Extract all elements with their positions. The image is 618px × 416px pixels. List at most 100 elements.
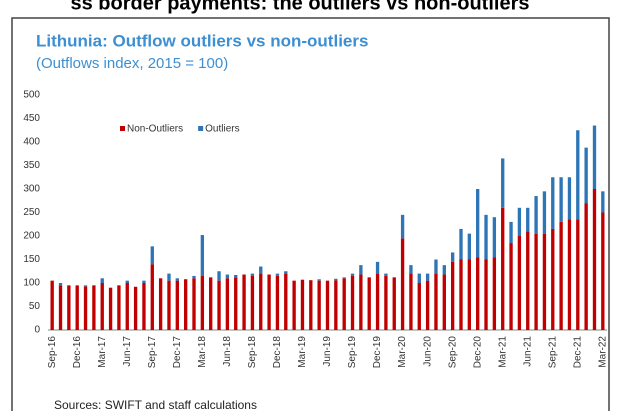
bar-segment bbox=[92, 285, 96, 330]
bar-segment bbox=[75, 285, 79, 330]
bar-segment bbox=[175, 280, 179, 330]
bar-segment bbox=[234, 277, 238, 330]
bar-segment bbox=[459, 228, 463, 260]
bar-segment bbox=[217, 271, 221, 281]
bar-segment bbox=[267, 274, 271, 330]
bar-segment bbox=[392, 277, 396, 330]
y-tick-label: 250 bbox=[23, 207, 40, 218]
y-tick-label: 100 bbox=[23, 278, 40, 289]
bar-segment bbox=[467, 233, 472, 260]
bar-segment bbox=[350, 273, 355, 276]
bar-segment bbox=[192, 275, 196, 279]
bar-segment bbox=[476, 189, 480, 258]
x-tick-label: Jun-20 bbox=[422, 336, 433, 367]
chart-frame bbox=[11, 17, 610, 416]
x-tick-label: Jun-21 bbox=[522, 336, 533, 367]
x-tick-label: Dec-20 bbox=[472, 336, 483, 369]
bar-segment bbox=[225, 278, 230, 330]
bar-segment bbox=[375, 273, 380, 330]
bar-segment bbox=[584, 147, 588, 204]
bar-segment bbox=[484, 214, 488, 260]
bar-segment bbox=[150, 246, 154, 265]
bar-segment bbox=[434, 259, 438, 274]
bar-segment bbox=[375, 261, 380, 274]
x-tick-label: Sep-21 bbox=[547, 336, 558, 369]
bar-segment bbox=[342, 277, 346, 279]
bar-segment bbox=[209, 277, 213, 330]
y-tick-label: 450 bbox=[23, 113, 40, 124]
bar-segment bbox=[601, 191, 605, 213]
bar-segment bbox=[359, 265, 363, 275]
bar-segment bbox=[450, 261, 455, 330]
x-tick-label: Mar-18 bbox=[197, 336, 208, 368]
bar-segment bbox=[484, 259, 488, 330]
bar-segment bbox=[275, 273, 280, 276]
bar-segment bbox=[67, 285, 71, 330]
bar-segment bbox=[417, 283, 421, 330]
bar-segment bbox=[167, 280, 171, 330]
x-tick-label: Mar-22 bbox=[597, 336, 608, 368]
x-tick-label: Sep-19 bbox=[347, 336, 358, 369]
bar-segment bbox=[317, 280, 321, 330]
bar-segment bbox=[434, 273, 438, 330]
y-tick-label: 0 bbox=[34, 325, 40, 336]
bar-segment bbox=[592, 189, 597, 330]
x-tick-label: Dec-16 bbox=[72, 336, 83, 369]
bar-segment bbox=[234, 275, 238, 278]
bar-segment bbox=[334, 278, 338, 281]
bar-segment bbox=[534, 196, 538, 234]
y-tick-label: 50 bbox=[29, 301, 41, 312]
bar-segment bbox=[559, 177, 563, 222]
bar-segment bbox=[576, 130, 580, 220]
bar-segment bbox=[250, 273, 255, 276]
bar-segment bbox=[567, 219, 572, 330]
bar-segment bbox=[492, 257, 497, 330]
x-tick-label: Dec-21 bbox=[572, 336, 583, 369]
x-tick-label: Dec-17 bbox=[172, 336, 183, 369]
bar-segment bbox=[526, 207, 530, 232]
bar-segment bbox=[400, 238, 405, 330]
bar-segment bbox=[158, 278, 163, 330]
legend-swatch bbox=[198, 126, 204, 131]
y-tick-label: 200 bbox=[23, 231, 40, 242]
bar-segment bbox=[284, 273, 288, 330]
bar-segment bbox=[175, 278, 179, 281]
bar-segment bbox=[259, 266, 263, 274]
bar-segment bbox=[509, 243, 513, 330]
x-tick-label: Sep-17 bbox=[147, 336, 158, 369]
bar-segment bbox=[275, 275, 280, 330]
y-tick-label: 300 bbox=[23, 184, 40, 195]
bar-segment bbox=[259, 273, 263, 330]
x-tick-label: Jun-19 bbox=[322, 336, 333, 367]
y-tick-label: 500 bbox=[23, 90, 40, 101]
bar-segment bbox=[425, 280, 430, 330]
bar-segment bbox=[133, 286, 138, 330]
chart-title: Lithunia: Outflow outliers vs non-outlie… bbox=[36, 31, 368, 50]
bar-segment bbox=[542, 233, 547, 330]
bar-segment bbox=[108, 287, 113, 330]
bar-segment bbox=[83, 286, 88, 330]
bar-segment bbox=[183, 279, 188, 330]
bar-segment bbox=[100, 283, 104, 330]
bar-segment bbox=[417, 273, 421, 283]
bar-segment bbox=[359, 274, 363, 330]
bar-segment bbox=[284, 271, 288, 274]
legend-label: Outliers bbox=[205, 124, 239, 135]
y-tick-label: 400 bbox=[23, 137, 40, 148]
x-tick-label: Sep-16 bbox=[47, 336, 58, 369]
bar-segment bbox=[501, 207, 505, 330]
bar-segment bbox=[534, 233, 538, 330]
bar-segment bbox=[517, 236, 522, 330]
bar-segment bbox=[200, 235, 205, 276]
bar-segment bbox=[567, 177, 572, 220]
bar-segment bbox=[142, 283, 146, 330]
bar-segment bbox=[576, 219, 580, 330]
x-tick-label: Mar-20 bbox=[397, 336, 408, 368]
bar-segment bbox=[492, 217, 497, 258]
bar-segment bbox=[309, 280, 313, 330]
bar-segment bbox=[83, 285, 88, 287]
bar-segment bbox=[409, 273, 413, 330]
x-tick-label: Mar-21 bbox=[497, 336, 508, 368]
